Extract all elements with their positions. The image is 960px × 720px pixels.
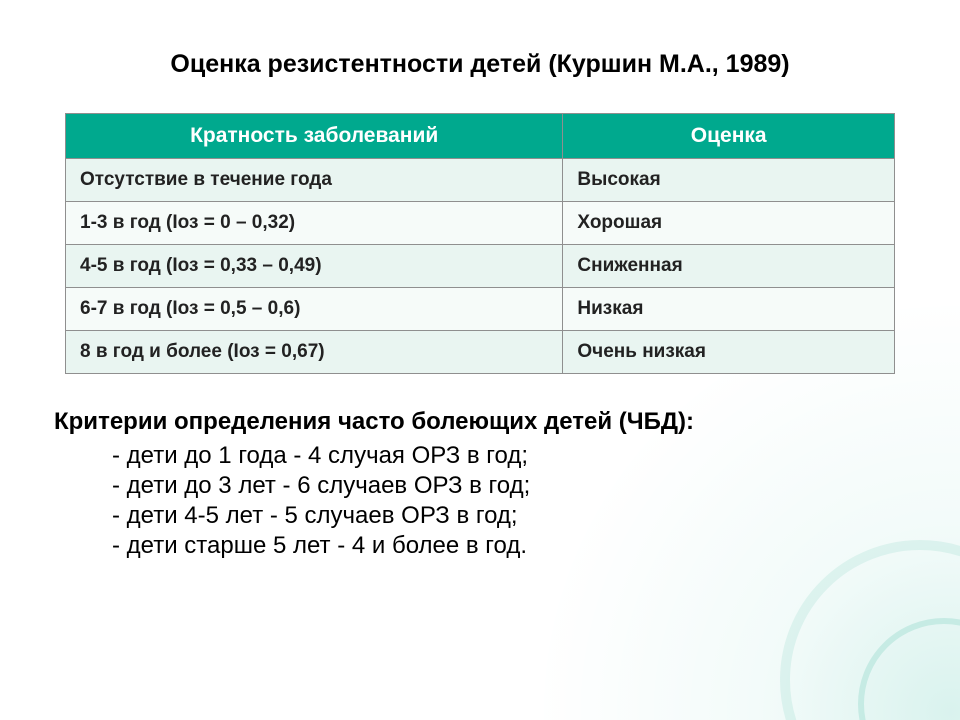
table-row: 8 в год и более (Iоз = 0,67) Очень низка… — [66, 331, 895, 374]
table-header-row: Кратность заболеваний Оценка — [66, 114, 895, 159]
resistance-table: Кратность заболеваний Оценка Отсутствие … — [65, 113, 895, 374]
criteria-line: - дети до 1 года - 4 случая ОРЗ в год; — [112, 442, 910, 470]
col-header-rating: Оценка — [563, 114, 895, 159]
cell-frequency: 4-5 в год (Iоз = 0,33 – 0,49) — [66, 245, 563, 288]
criteria-heading: Критерии определения часто болеющих дете… — [54, 408, 910, 436]
col-header-frequency: Кратность заболеваний — [66, 114, 563, 159]
cell-rating: Очень низкая — [563, 331, 895, 374]
cell-frequency: 8 в год и более (Iоз = 0,67) — [66, 331, 563, 374]
table-row: 6-7 в год (Iоз = 0,5 – 0,6) Низкая — [66, 288, 895, 331]
table-row: 4-5 в год (Iоз = 0,33 – 0,49) Сниженная — [66, 245, 895, 288]
table-row: 1-3 в год (Iоз = 0 – 0,32) Хорошая — [66, 202, 895, 245]
cell-rating: Сниженная — [563, 245, 895, 288]
criteria-line: - дети старше 5 лет - 4 и более в год. — [112, 532, 910, 560]
cell-rating: Высокая — [563, 159, 895, 202]
slide: Оценка резистентности детей (Куршин М.А.… — [0, 0, 960, 720]
cell-frequency: 6-7 в год (Iоз = 0,5 – 0,6) — [66, 288, 563, 331]
criteria-line: - дети 4-5 лет - 5 случаев ОРЗ в год; — [112, 502, 910, 530]
criteria-block: Критерии определения часто болеющих дете… — [54, 408, 910, 560]
cell-frequency: 1-3 в год (Iоз = 0 – 0,32) — [66, 202, 563, 245]
criteria-line: - дети до 3 лет - 6 случаев ОРЗ в год; — [112, 472, 910, 500]
table-row: Отсутствие в течение года Высокая — [66, 159, 895, 202]
cell-rating: Хорошая — [563, 202, 895, 245]
cell-rating: Низкая — [563, 288, 895, 331]
cell-frequency: Отсутствие в течение года — [66, 159, 563, 202]
slide-title: Оценка резистентности детей (Куршин М.А.… — [50, 50, 910, 79]
